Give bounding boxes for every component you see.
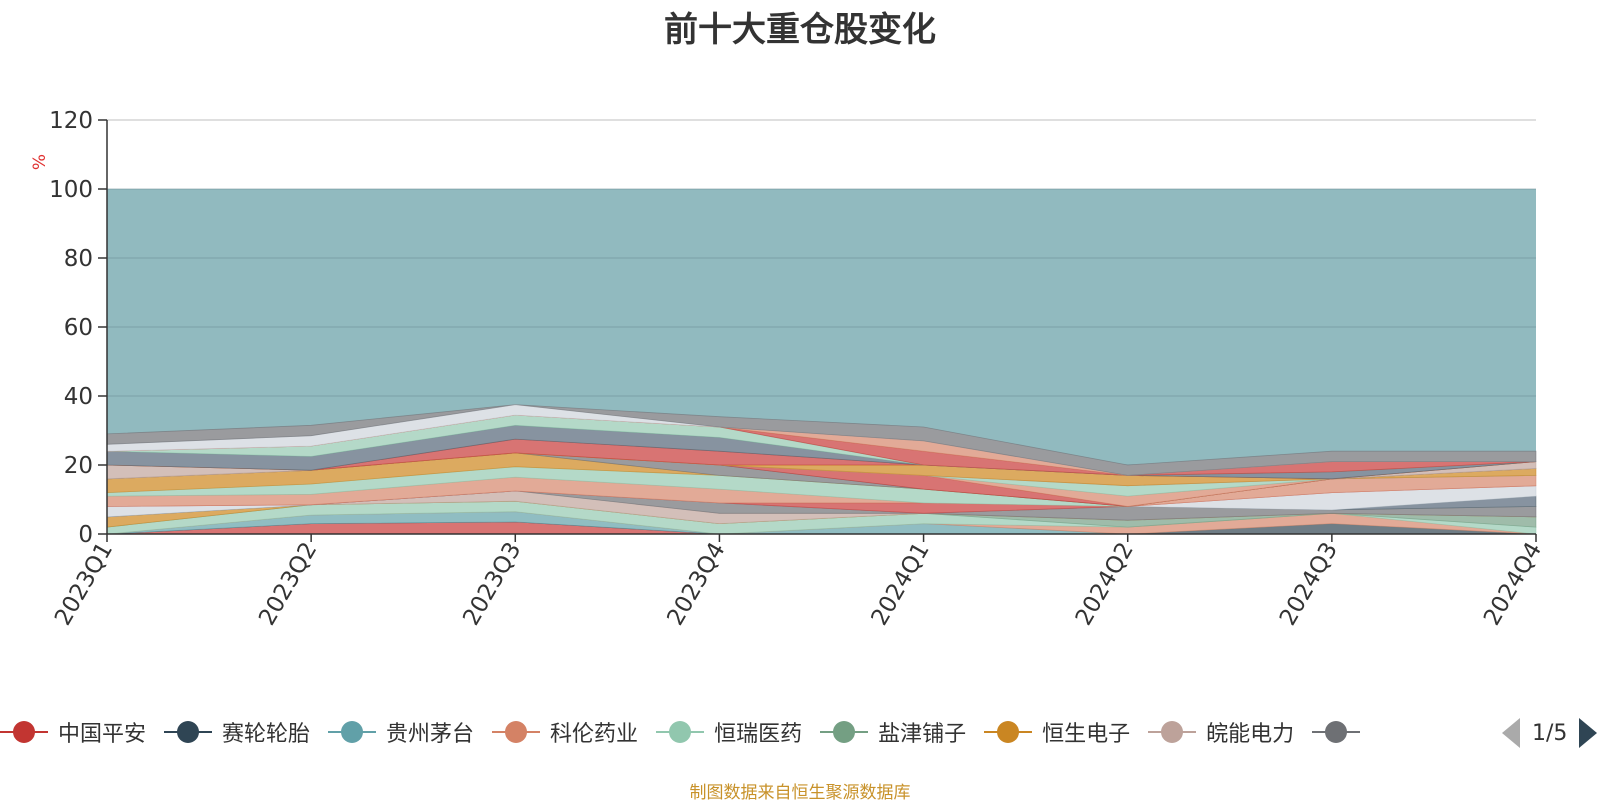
- x-tick-label: 2023Q2: [254, 538, 322, 630]
- legend-label: 科伦药业: [550, 722, 639, 747]
- legend-item[interactable]: 恒瑞医药: [656, 716, 802, 748]
- legend-item[interactable]: 皖能电力: [1148, 716, 1294, 748]
- y-tick-label: 20: [64, 453, 93, 479]
- legend-marker-icon: [1312, 720, 1361, 744]
- legend-marker-icon: [984, 720, 1033, 744]
- legend-label: 贵州茅台: [386, 722, 475, 747]
- y-tick-label: 120: [49, 108, 93, 134]
- y-tick-label: 0: [78, 522, 93, 548]
- legend-prev-icon[interactable]: [1502, 718, 1520, 748]
- y-tick-label: 60: [64, 315, 93, 341]
- legend-marker-icon: [1148, 720, 1197, 744]
- legend-pager: 1/5: [1502, 716, 1600, 750]
- legend-marker-icon: [492, 720, 541, 744]
- legend-label: 盐津铺子: [878, 722, 967, 747]
- x-tick-label: 2023Q4: [662, 538, 730, 630]
- y-tick-label: 100: [49, 177, 93, 203]
- legend-item[interactable]: 贵州茅台: [328, 716, 474, 748]
- legend-label: 皖能电力: [1206, 722, 1295, 747]
- legend-item[interactable]: 赛轮轮胎: [164, 716, 310, 748]
- legend-marker-icon: [820, 720, 869, 744]
- legend-item[interactable]: 中国平安: [0, 716, 146, 748]
- source-note: 制图数据来自恒生聚源数据库: [689, 783, 911, 803]
- y-tick-label: 80: [64, 246, 93, 272]
- legend-page-indicator: 1/5: [1532, 720, 1568, 746]
- legend-label: 恒生电子: [1042, 722, 1131, 747]
- x-tick-label: 2024Q1: [867, 538, 935, 630]
- legend-label: 恒瑞医药: [714, 722, 803, 747]
- series-area-27: [106, 404, 1537, 476]
- x-tick-label: 2024Q4: [1479, 538, 1547, 630]
- legend-item[interactable]: 科伦药业: [492, 716, 638, 748]
- y-axis-label: %: [30, 154, 50, 170]
- legend-marker-icon: [328, 720, 377, 744]
- x-tick-label: 2023Q3: [458, 538, 526, 630]
- chart-title: 前十大重仓股变化: [664, 10, 936, 50]
- legend-item[interactable]: 盐津铺子: [820, 716, 966, 748]
- legend-label: 中国平安: [58, 722, 147, 747]
- x-tick-label: 2024Q2: [1071, 538, 1139, 630]
- x-tick-label: 2024Q3: [1275, 538, 1343, 630]
- chart-legend: 中国平安 赛轮轮胎 贵州茅台 科伦药业 恒瑞医药 盐津铺子 恒生电子 皖能电力: [0, 712, 1500, 752]
- x-tick-label: 2023Q1: [50, 538, 118, 630]
- legend-next-icon[interactable]: [1579, 718, 1598, 748]
- legend-marker-icon: [164, 720, 213, 744]
- legend-label: 赛轮轮胎: [222, 722, 311, 747]
- y-tick-label: 40: [64, 384, 93, 410]
- legend-item[interactable]: 恒生电子: [984, 716, 1130, 748]
- legend-marker-icon: [0, 720, 48, 744]
- legend-marker-icon: [656, 720, 705, 744]
